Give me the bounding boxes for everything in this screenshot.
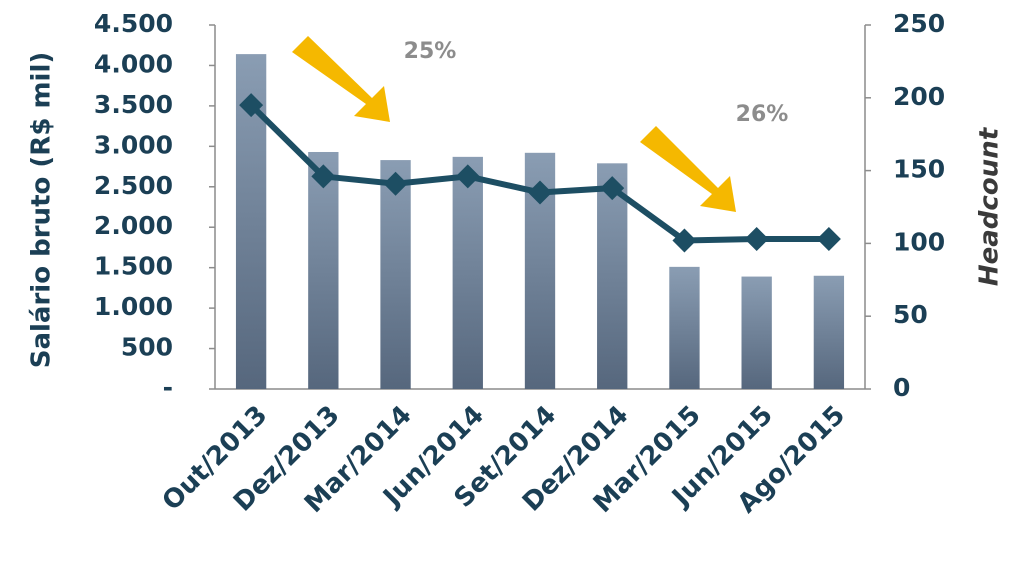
marker [600,176,625,201]
y2-tick-label: 150 [893,155,945,184]
bar [597,163,628,389]
annotation: 25% [404,39,457,64]
y-tick-label: 4.000 [94,49,173,78]
marker [672,228,697,253]
y2-tick-label: 200 [893,82,945,111]
y-tick-label: 3.000 [94,130,173,159]
marker [383,171,408,196]
marker [311,164,336,189]
bar [452,156,483,389]
y2-axis-title: Headcount [975,126,1005,286]
bar [308,151,339,389]
y2-tick-label: 50 [893,300,928,329]
y-tick-label: 500 [121,333,173,362]
bar [380,160,411,389]
bar [813,275,845,389]
marker [816,227,841,252]
y-tick-label: 4.500 [94,9,173,38]
marker [744,227,769,252]
arrow [640,126,736,212]
y2-tick-label: 0 [893,373,910,402]
bar [741,276,772,389]
y2-tick-label: 250 [893,9,945,38]
arrow [292,36,390,122]
y-axis-title: Salário bruto (R$ mil) [27,52,57,369]
y-tick-label: 1.500 [94,252,173,281]
y2-tick-label: 100 [893,227,945,256]
marker [455,164,480,189]
y-tick-label: 1.000 [94,292,173,321]
y-tick-label: 2.500 [94,171,173,200]
annotation: 26% [736,102,789,127]
y-tick-label: 2.000 [94,211,173,240]
marker [239,93,264,118]
y-tick-label: - [163,373,173,402]
marker [528,180,552,205]
y-tick-label: 3.500 [94,90,173,119]
bar [669,266,700,389]
